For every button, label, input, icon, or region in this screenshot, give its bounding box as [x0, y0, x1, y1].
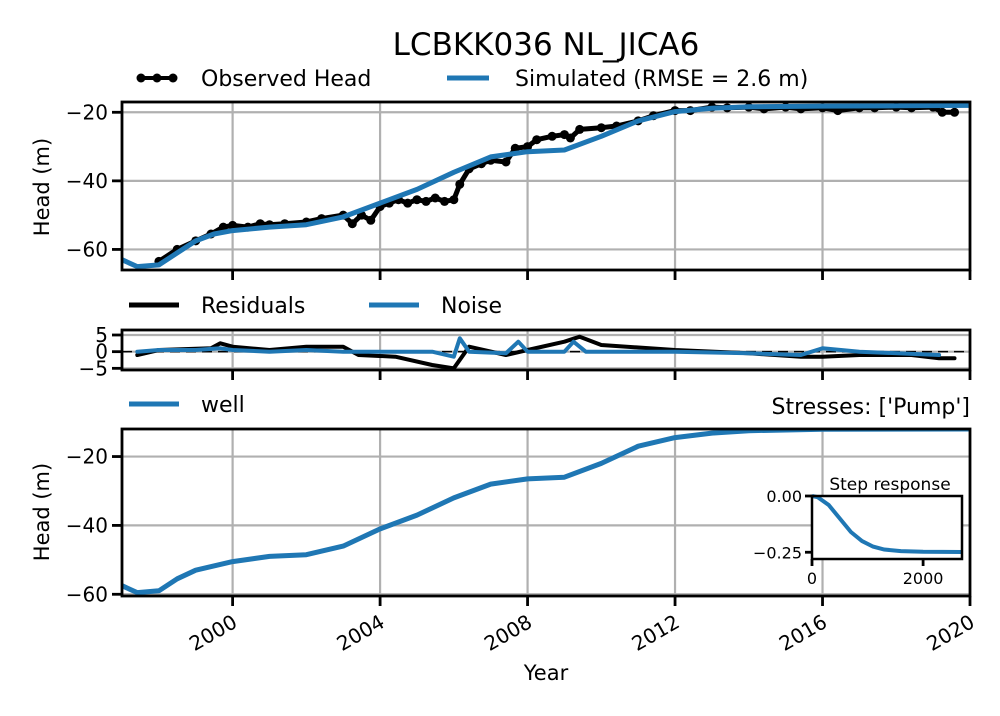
x-tick-label: 2004: [333, 610, 389, 656]
x-tick-label: 2012: [627, 610, 683, 656]
residuals-y-tick-label: 5: [95, 323, 108, 347]
head-y-axis-label: Head (m): [30, 138, 54, 236]
observed-head-point: [412, 195, 422, 205]
observed-head-point: [575, 124, 585, 134]
inset-x-tick-label: 2000: [903, 569, 944, 588]
x-tick-label: 2020: [922, 610, 978, 656]
inset-frame: [810, 494, 964, 561]
x-tick-label: 2008: [480, 610, 536, 656]
observed-head-point: [937, 107, 947, 117]
observed-head-point: [347, 219, 357, 229]
head-panel: −20 −40 −60: [66, 100, 972, 280]
stress-axes-frame: [120, 427, 972, 598]
head-series-group: [122, 102, 970, 270]
residuals-legend-label: Residuals: [201, 294, 305, 319]
observed-head-point: [449, 195, 459, 205]
stress-y-tick-label: −20: [66, 445, 108, 469]
head-y-tick-label: −60: [66, 237, 108, 261]
observed-head-point: [430, 193, 440, 203]
observed-head-point: [455, 179, 465, 189]
observed-head-point: [523, 142, 533, 152]
simulated-rmse-2-6-m-line: [122, 102, 970, 270]
observed-head-point: [547, 131, 557, 141]
inset-y-tick-label: 0.00: [766, 487, 802, 506]
residuals-y-tick-label: −5: [79, 356, 108, 380]
x-tick-label: 2000: [185, 610, 241, 656]
residuals-y-tick-label: 0: [95, 340, 108, 364]
residuals-panel: 50−5: [79, 323, 972, 380]
x-tick-label: 2016: [775, 610, 831, 656]
observed-head-point: [532, 135, 542, 145]
head-y-tick-label: −40: [66, 169, 108, 193]
head-y-tick-label: −20: [66, 100, 108, 124]
observed-head-point: [501, 157, 511, 167]
stress-series-group: [122, 429, 970, 596]
observed-head-line: [156, 104, 957, 264]
observed-head-point: [228, 220, 238, 230]
residuals-legend: Residuals Noise: [129, 294, 502, 319]
observed-head-point: [421, 196, 431, 206]
residuals-axes-frame: [120, 328, 972, 372]
simulated-legend-label: Simulated (RMSE = 2.6 m): [515, 67, 808, 92]
observed-head-point: [596, 123, 606, 133]
observed-head-point: [510, 143, 520, 153]
stress-legend: well Stresses: ['Pump']: [129, 393, 970, 420]
observed-legend-marker: [168, 73, 178, 83]
observed-legend-marker: [152, 73, 162, 83]
head-legend: Observed Head Simulated (RMSE = 2.6 m): [136, 67, 808, 92]
step-response-line: [811, 494, 963, 554]
stresses-annotation: Stresses: ['Pump']: [772, 395, 971, 420]
stress-panel: −20 −40 −60 2000 2004 2008 2012 2016 2020 Step re…: [66, 427, 979, 656]
head-axes-frame: [120, 100, 972, 272]
stress-y-tick-label: −40: [66, 513, 108, 537]
stress-y-axis-label: Head (m): [30, 463, 54, 561]
observed-head-point: [440, 196, 450, 206]
inset-title: Step response: [829, 475, 950, 495]
residuals-series-group: [135, 334, 957, 370]
well-line: [122, 429, 970, 596]
observed-legend-label: Observed Head: [201, 67, 371, 92]
noise-line: [135, 336, 942, 359]
x-axis-label: Year: [523, 661, 569, 685]
observed-legend-marker: [136, 73, 146, 83]
observed-head-point: [565, 133, 575, 143]
inset-y-tick-label: −0.25: [753, 543, 802, 562]
observed-head-point: [950, 107, 960, 117]
observed-head-point: [366, 215, 376, 225]
chart-title: LCBKK036 NL_JICA6: [393, 27, 700, 63]
observed-head-point: [403, 198, 413, 208]
inset-x-tick-label: 0: [807, 569, 817, 588]
stress-y-tick-label: −60: [66, 582, 108, 606]
well-legend-label: well: [201, 393, 245, 418]
step-response-inset: Step response 0.00 −0.25 0 2000: [753, 475, 964, 588]
noise-legend-label: Noise: [441, 294, 502, 319]
